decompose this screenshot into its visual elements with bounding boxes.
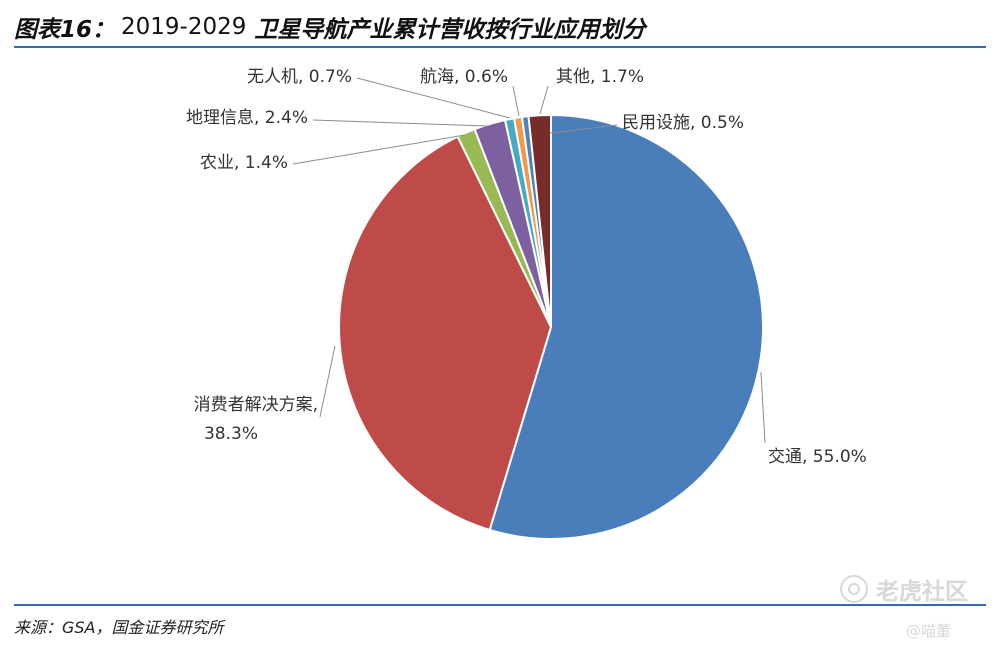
title-main: 卫星导航产业累计营收按行业应用划分 [254, 17, 646, 43]
leader-line-5 [512, 85, 520, 117]
slice-label-1-value: 38.3% [204, 424, 258, 444]
leader-line-6 [539, 85, 549, 115]
watermark: 老虎社区 [840, 572, 968, 606]
slice-label-1: 消费者解决方案, [194, 395, 318, 415]
pie-chart: 交通, 55.0% 消费者解决方案, 38.3% 农业, 1.4% 地理信息, 2.4%… [186, 67, 867, 540]
footer-divider [14, 604, 986, 606]
slice-label-5: 航海, 0.6% [420, 67, 508, 87]
leader-line-2 [292, 134, 466, 165]
slice-label-4: 无人机, 0.7% [247, 67, 352, 87]
chart-title: 图表16： 2019-2029 卫星导航产业累计营收按行业应用划分 [14, 8, 986, 48]
slice-label-0: 交通, 55.0% [768, 447, 867, 467]
pie-slice-6 [527, 113, 552, 328]
slice-label-3: 地理信息, 2.4% [186, 108, 308, 128]
author-handle: @喵董 [906, 622, 952, 640]
pie-slice-0 [488, 113, 765, 540]
pie-slice-1 [338, 135, 553, 532]
leader-lines [292, 77, 766, 444]
slice-label-2: 农业, 1.4% [200, 153, 288, 173]
leader-line-0 [760, 371, 766, 444]
figure-number: 图表16： [14, 17, 116, 43]
leader-line-7 [549, 124, 618, 134]
slice-labels: 交通, 55.0% 消费者解决方案, 38.3% 农业, 1.4% 地理信息, 2.4%… [186, 67, 867, 467]
source-note: 来源：GSA，国金证券研究所 [14, 618, 224, 637]
pie-slices [338, 113, 765, 540]
watermark-logo-icon [840, 575, 868, 603]
watermark-text: 老虎社区 [876, 579, 968, 605]
slice-label-7: 民用设施, 0.5% [622, 113, 744, 133]
slice-label-6: 其他, 1.7% [556, 67, 644, 87]
leader-line-4 [356, 77, 511, 119]
leader-line-3 [312, 119, 488, 127]
leader-line-1 [319, 345, 336, 418]
title-years: 2019-2029 [121, 14, 247, 40]
